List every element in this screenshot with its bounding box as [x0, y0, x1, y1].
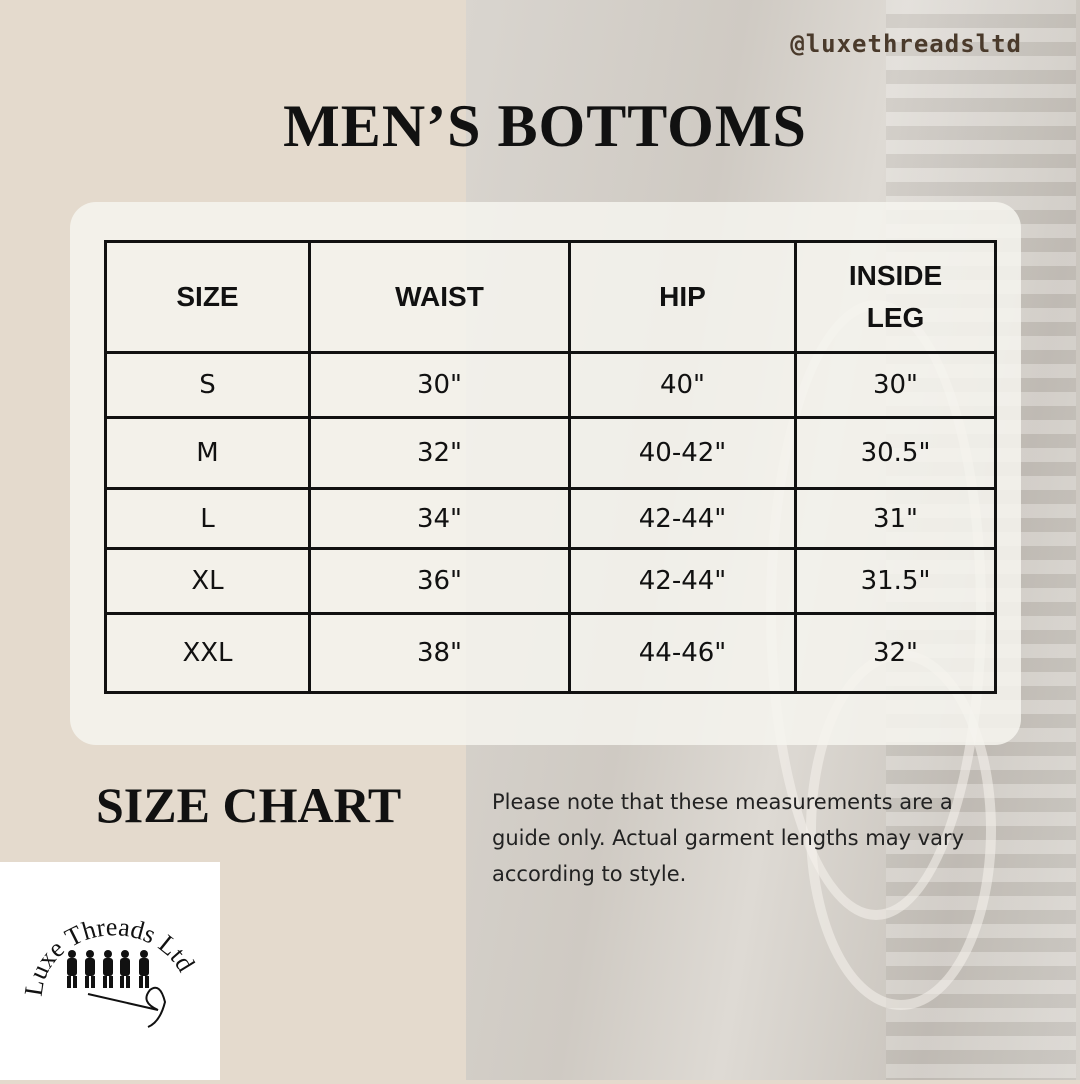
- inside-leg-cell: 31": [794, 487, 997, 550]
- size-cell: S: [104, 351, 311, 419]
- size-cell: XXL: [104, 612, 311, 694]
- inside-leg-cell: 30": [794, 351, 997, 419]
- inside-leg-cell: 32": [794, 612, 997, 694]
- hip-cell: 44-46": [568, 612, 797, 694]
- table-row: XL 36" 42-44" 31.5": [104, 547, 997, 615]
- waist-cell: 32": [308, 416, 571, 490]
- table-row: L 34" 42-44" 31": [104, 487, 997, 550]
- waist-cell: 34": [308, 487, 571, 550]
- needle-thread-icon: [87, 986, 167, 1028]
- logo-image: Luxe Threads Ltd: [19, 912, 200, 1028]
- header-hip: HIP: [568, 240, 797, 354]
- size-chart-heading: SIZE CHART: [96, 777, 402, 833]
- social-handle: @luxethreadsltd: [790, 30, 1022, 58]
- size-cell: XL: [104, 547, 311, 615]
- header-inside-leg: INSIDE LEG: [794, 240, 997, 354]
- table-header-row: SIZE WAIST HIP INSIDE LEG: [104, 240, 997, 354]
- table-row: XXL 38" 44-46" 32": [104, 612, 997, 694]
- waist-cell: 30": [308, 351, 571, 419]
- header-size: SIZE: [104, 240, 311, 354]
- hip-cell: 40-42": [568, 416, 797, 490]
- page-title: MEN’S BOTTOMS: [283, 93, 807, 159]
- size-cell: M: [104, 416, 311, 490]
- disclaimer-note: Please note that these measurements are …: [492, 790, 965, 886]
- hip-cell: 42-44": [568, 547, 797, 615]
- waist-cell: 36": [308, 547, 571, 615]
- size-table: SIZE WAIST HIP INSIDE LEG S 30" 40" 30" M 32"…: [104, 240, 997, 694]
- hip-cell: 40": [568, 351, 797, 419]
- inside-leg-cell: 30.5": [794, 416, 997, 490]
- table-row: S 30" 40" 30": [104, 351, 997, 419]
- runners-icon: [67, 950, 149, 988]
- table-row: M 32" 40-42" 30.5": [104, 416, 997, 490]
- size-cell: L: [104, 487, 311, 550]
- inside-leg-cell: 31.5": [794, 547, 997, 615]
- hip-cell: 42-44": [568, 487, 797, 550]
- brand-logo: Luxe Threads Ltd: [0, 862, 220, 1080]
- waist-cell: 38": [308, 612, 571, 694]
- header-waist: WAIST: [308, 240, 571, 354]
